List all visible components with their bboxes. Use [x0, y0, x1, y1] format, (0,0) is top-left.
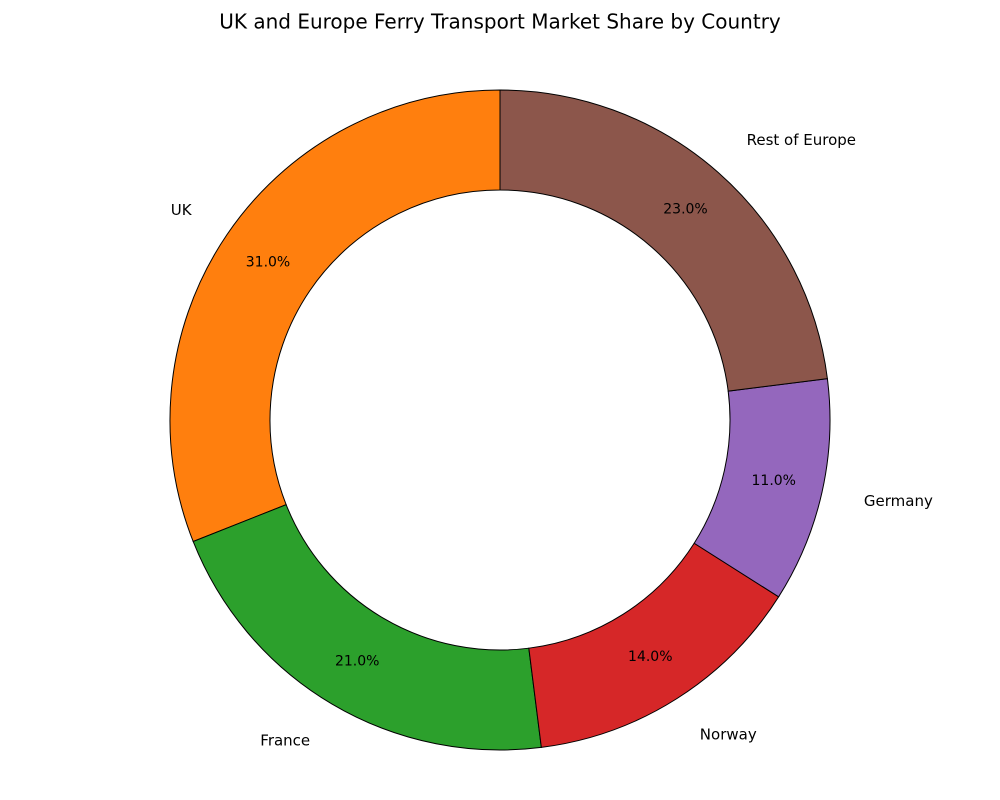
- category-label: Norway: [700, 725, 757, 743]
- category-label: Germany: [864, 492, 933, 510]
- value-label: 21.0%: [335, 653, 379, 669]
- value-label: 23.0%: [663, 202, 707, 218]
- donut-segment: [499, 89, 828, 392]
- chart-title: UK and Europe Ferry Transport Market Sha…: [219, 10, 781, 34]
- value-label: 31.0%: [246, 254, 290, 270]
- category-label: UK: [171, 201, 193, 219]
- donut-segment: [192, 504, 542, 751]
- category-label: France: [260, 731, 310, 749]
- category-label: Rest of Europe: [747, 131, 856, 149]
- donut-segment: [528, 542, 780, 748]
- value-label: 14.0%: [628, 649, 672, 665]
- donut-segment: [169, 89, 501, 543]
- value-label: 11.0%: [752, 473, 796, 489]
